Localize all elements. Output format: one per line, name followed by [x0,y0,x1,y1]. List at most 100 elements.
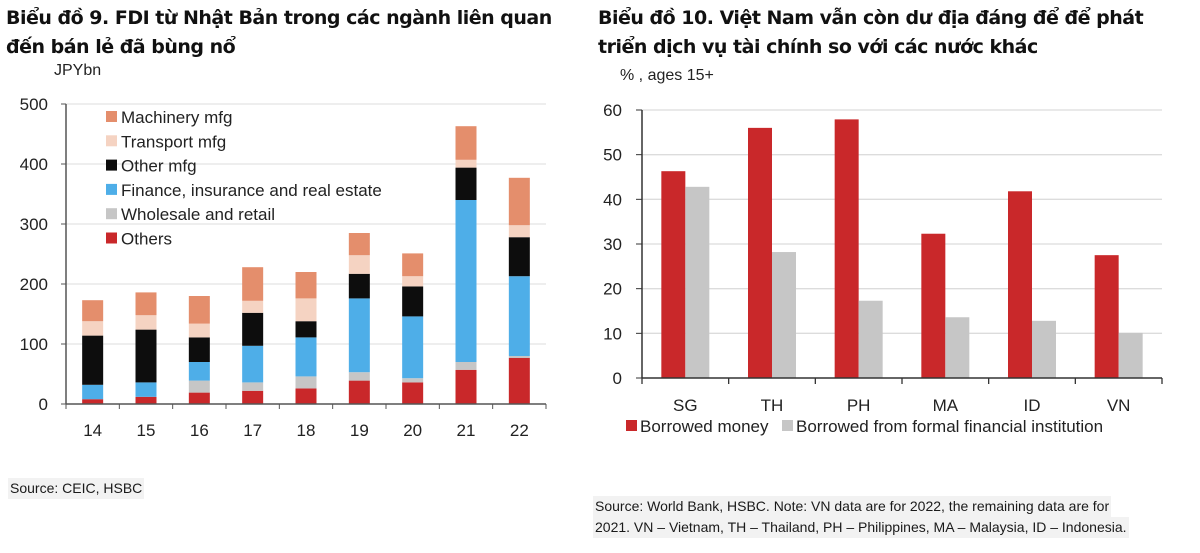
right-chart-title: Biểu đồ 10. Việt Nam vẫn còn dư địa đáng… [598,7,1144,58]
legend-label: Transport mfg [121,132,226,151]
bar-segment-transport-mfg-18 [295,298,317,322]
left-chart-source: Source: CEIC, HSBC [8,478,145,499]
x-tick-label: 14 [83,421,102,440]
bar-segment-finance-insurance-and-real-estate-18 [295,337,317,377]
y-tick-label: 40 [603,190,622,209]
bar-segment-finance-insurance-and-real-estate-16 [188,362,210,381]
right-chart-unit-label: % , ages 15+ [620,67,714,84]
bar-borrowed-formal-sg [685,186,710,378]
right-chart-source-line1: Source: World Bank, HSBC. Note: VN data … [593,496,1112,517]
legend-swatch-other-mfg [106,159,117,171]
legend-swatch-borrowed-formal [782,420,793,431]
y-tick-label: 20 [603,280,622,299]
y-tick-label: 60 [603,101,622,120]
y-tick-label: 500 [20,95,48,114]
bar-borrowed-formal-id [1032,320,1056,378]
x-tick-label: 21 [457,421,476,440]
bar-borrowed-money-ph [834,119,859,378]
y-tick-label: 100 [20,335,48,354]
x-tick-label: 16 [190,421,209,440]
bar-segment-others-15 [135,396,157,404]
left-chart-title: Biểu đồ 9. FDI từ Nhật Bản trong các ngà… [6,7,552,58]
bar-segment-other-mfg-19 [348,273,370,299]
legend-swatch-machinery-mfg [106,111,117,122]
bar-segment-wholesale-and-retail-16 [188,380,210,393]
bar-segment-machinery-mfg-16 [188,296,210,324]
bar-borrowed-money-ma [921,233,946,378]
y-tick-label: 200 [20,275,48,294]
bar-segment-others-21 [455,369,477,404]
bar-segment-other-mfg-17 [242,312,264,346]
bar-segment-finance-insurance-and-real-estate-15 [135,382,157,397]
bar-segment-wholesale-and-retail-17 [242,382,264,391]
legend-swatch-others [106,232,117,244]
bar-borrowed-money-vn [1094,255,1119,378]
bar-segment-transport-mfg-16 [188,323,210,338]
right-chart-source-line2: 2021. VN – Vietnam, TH – Thailand, PH – … [593,517,1129,538]
legend-swatch-wholesale-and-retail [106,208,117,220]
bar-segment-transport-mfg-17 [242,300,264,313]
x-tick-label: 18 [297,421,316,440]
bar-segment-finance-insurance-and-real-estate-19 [348,298,370,373]
bar-segment-others-17 [242,390,264,404]
bar-segment-machinery-mfg-17 [242,267,264,301]
bar-segment-transport-mfg-19 [348,255,370,274]
bar-segment-others-22 [508,357,530,404]
left-stacked-bar-chart: 0 100 200 300 400 500 14 15 16 17 18 19 20 21 22 Machin… [20,95,547,440]
legend-label: Borrowed money [640,417,769,436]
bar-segment-transport-mfg-22 [508,225,530,238]
x-tick-label: 22 [510,421,529,440]
bar-segment-wholesale-and-retail-20 [402,378,424,383]
bar-segment-others-19 [348,380,370,404]
x-tick-label: 19 [350,421,369,440]
x-tick-label: 20 [403,421,422,440]
bar-segment-machinery-mfg-14 [82,300,104,322]
bar-segment-machinery-mfg-18 [295,272,317,299]
bar-segment-other-mfg-22 [508,237,530,277]
y-tick-label: 0 [613,369,622,388]
bar-segment-other-mfg-16 [188,337,210,362]
bar-segment-other-mfg-21 [455,167,477,200]
bar-segment-finance-insurance-and-real-estate-17 [242,345,264,383]
left-chart-unit-label: JPYbn [54,62,102,79]
bar-segment-others-18 [295,388,317,404]
bar-segment-other-mfg-18 [295,321,317,338]
bar-segment-finance-insurance-and-real-estate-20 [402,316,424,379]
bar-segment-machinery-mfg-20 [402,253,424,277]
x-tick-label: 17 [243,421,262,440]
bar-segment-finance-insurance-and-real-estate-14 [82,384,104,400]
bar-segment-machinery-mfg-21 [455,126,477,160]
bar-borrowed-formal-ma [945,317,970,378]
legend-label: Wholesale and retail [121,205,275,224]
legend-label: Other mfg [121,157,197,176]
bar-segment-transport-mfg-21 [455,159,477,168]
x-tick-label: TH [761,396,784,415]
bar-segment-wholesale-and-retail-19 [348,372,370,381]
y-tick-label: 50 [603,146,622,165]
y-tick-label: 0 [39,395,48,414]
legend-label: Finance, insurance and real estate [121,181,382,200]
x-tick-label: 15 [137,421,156,440]
legend-swatch-borrowed-money [626,420,637,431]
bar-segment-transport-mfg-14 [82,321,104,336]
bar-segment-others-16 [188,392,210,404]
bar-segment-transport-mfg-15 [135,315,157,330]
x-tick-label: PH [847,396,871,415]
x-tick-label: MA [933,396,959,415]
bar-borrowed-formal-th [772,252,796,378]
bar-segment-others-14 [82,399,104,404]
bar-segment-other-mfg-14 [82,335,104,385]
bar-segment-wholesale-and-retail-22 [508,356,530,358]
bar-borrowed-money-id [1008,191,1032,378]
x-tick-label: SG [673,396,698,415]
bar-segment-machinery-mfg-19 [348,233,370,256]
x-tick-label: VN [1107,396,1131,415]
y-tick-label: 30 [603,235,622,254]
bar-segment-finance-insurance-and-real-estate-22 [508,276,530,356]
legend-swatch-transport-mfg [106,135,117,147]
y-tick-label: 400 [20,155,48,174]
bar-borrowed-money-sg [661,171,686,378]
bar-segment-machinery-mfg-15 [135,292,157,316]
y-tick-label: 300 [20,215,48,234]
